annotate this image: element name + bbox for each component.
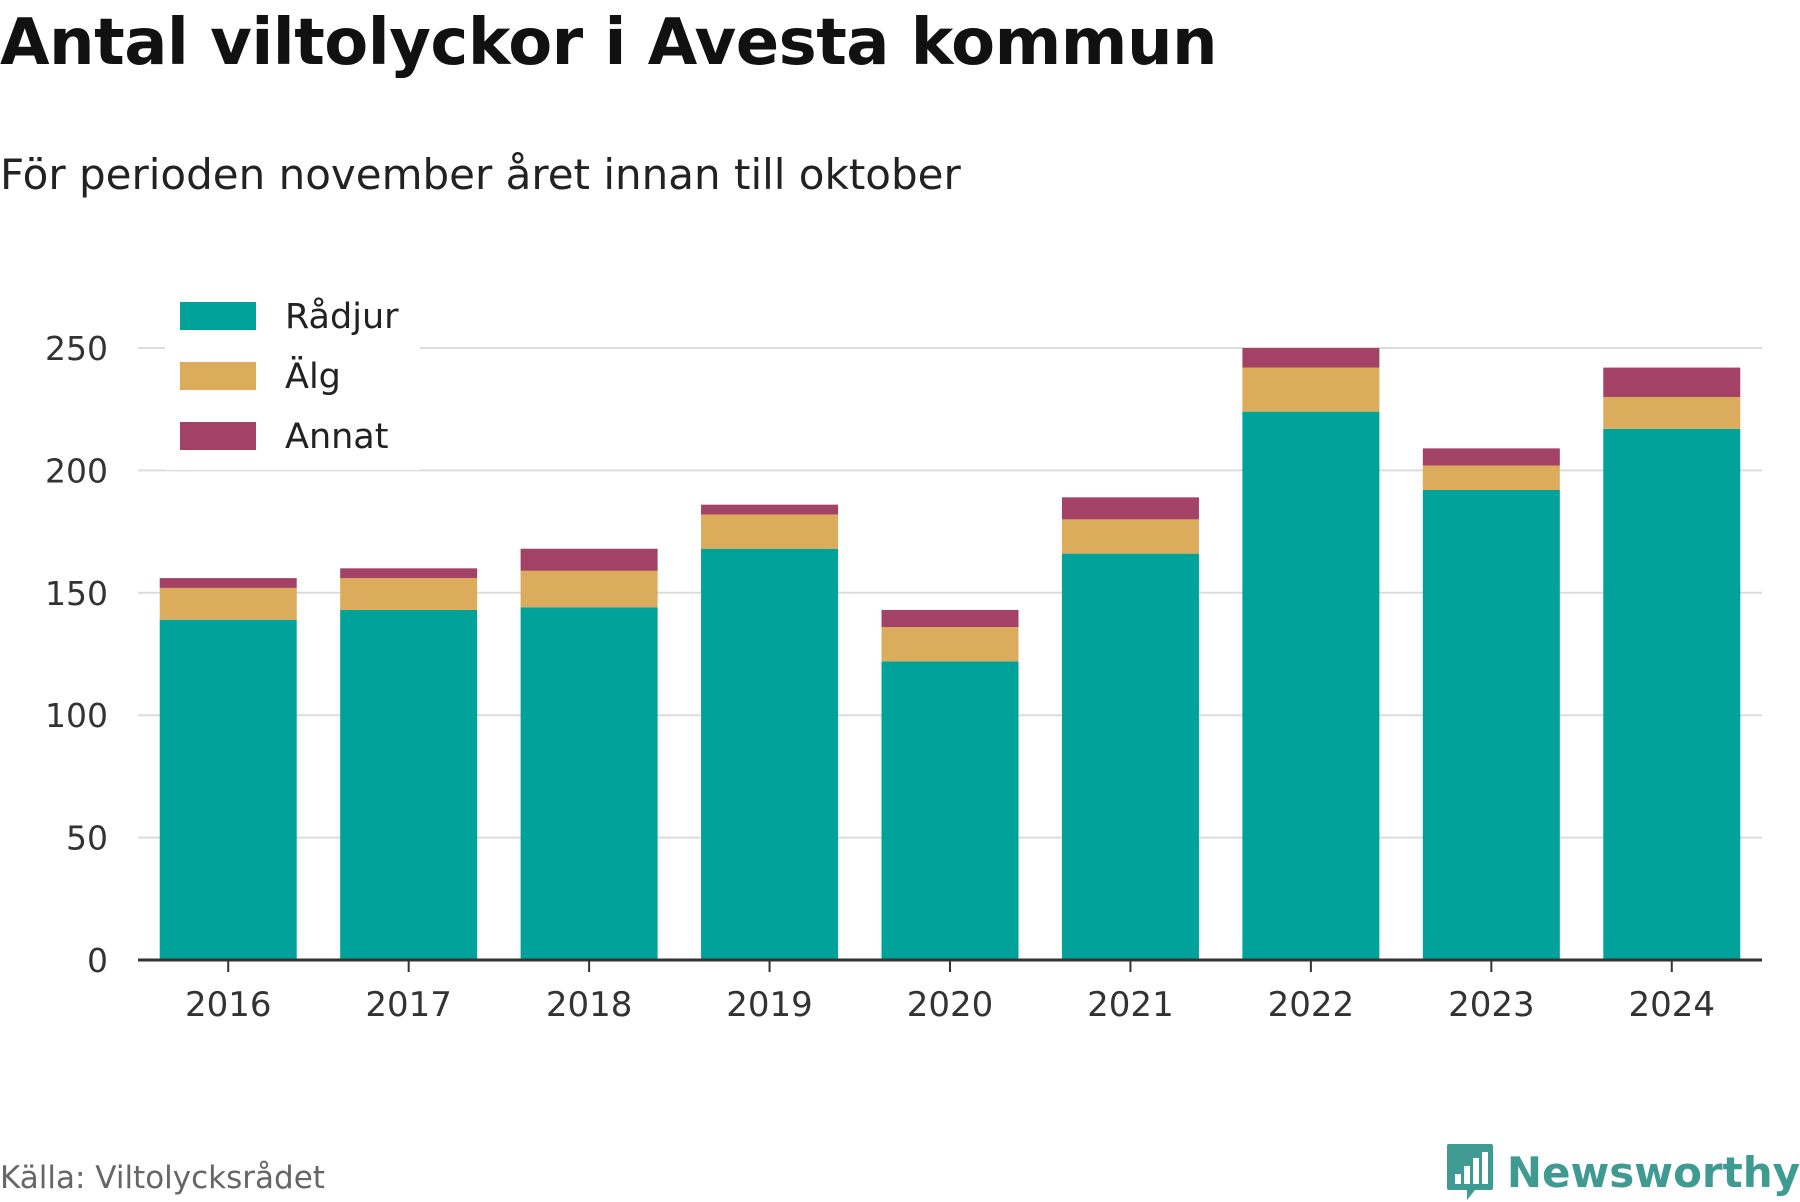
brand-logo: Newsworthy <box>1445 1142 1800 1202</box>
bar-annat-2019 <box>701 504 839 515</box>
bar-chart-speech-bubble-icon <box>1446 1144 1493 1200</box>
bar-annat-2018 <box>520 548 658 571</box>
x-tick-label: 2024 <box>1629 985 1716 1025</box>
x-tick-label: 2021 <box>1087 985 1174 1025</box>
chart-subtitle: För perioden november året innan till ok… <box>0 150 961 199</box>
y-tick-label: 250 <box>45 329 108 368</box>
x-tick-label: 2020 <box>907 985 994 1025</box>
x-tick-label: 2017 <box>365 985 452 1025</box>
chart-title: Antal viltolyckor i Avesta kommun <box>0 6 1218 80</box>
bar-älg-2018 <box>520 570 658 608</box>
bar-annat-2020 <box>881 609 1019 628</box>
bar-rådjur-2018 <box>520 607 658 960</box>
bar-rådjur-2022 <box>1242 411 1380 960</box>
legend-swatch-annat <box>180 422 256 450</box>
x-tick-label: 2023 <box>1448 985 1535 1025</box>
bar-älg-2023 <box>1422 465 1560 490</box>
brand-name: Newsworthy <box>1506 1147 1800 1197</box>
bar-rådjur-2021 <box>1061 553 1199 960</box>
y-tick-label: 100 <box>45 696 108 735</box>
y-tick-label: 200 <box>45 451 108 490</box>
legend-swatch-älg <box>180 362 256 390</box>
bar-rådjur-2023 <box>1422 489 1560 960</box>
bar-älg-2024 <box>1603 396 1741 429</box>
bar-älg-2017 <box>340 578 478 610</box>
legend-swatch-rådjur <box>180 302 256 330</box>
legend-label: Rådjur <box>285 296 399 337</box>
source-note: Källa: Viltolycksrådet <box>0 1160 325 1196</box>
legend-label: Annat <box>285 417 388 457</box>
x-tick-label: 2019 <box>726 985 813 1025</box>
bar-annat-2021 <box>1061 497 1199 520</box>
bar-älg-2020 <box>881 627 1019 662</box>
bar-annat-2017 <box>340 568 478 579</box>
x-tick-label: 2016 <box>185 985 272 1025</box>
y-tick-label: 50 <box>66 819 108 858</box>
x-tick-label: 2022 <box>1268 985 1355 1025</box>
legend-label: Älg <box>285 355 341 397</box>
bar-rådjur-2017 <box>340 609 478 960</box>
y-tick-label: 150 <box>45 574 108 613</box>
bar-älg-2019 <box>701 514 839 549</box>
bar-annat-2023 <box>1422 448 1560 466</box>
bar-rådjur-2020 <box>881 661 1019 960</box>
y-tick-label: 0 <box>87 941 108 980</box>
bar-annat-2022 <box>1242 348 1380 368</box>
bar-älg-2022 <box>1242 367 1380 412</box>
bar-älg-2021 <box>1061 519 1199 554</box>
bar-älg-2016 <box>159 587 297 620</box>
bar-rådjur-2016 <box>159 619 297 960</box>
bar-rådjur-2024 <box>1603 428 1741 960</box>
bar-rådjur-2019 <box>701 548 839 960</box>
x-tick-label: 2018 <box>546 985 633 1025</box>
bar-annat-2024 <box>1603 367 1741 397</box>
bar-annat-2016 <box>159 578 297 588</box>
